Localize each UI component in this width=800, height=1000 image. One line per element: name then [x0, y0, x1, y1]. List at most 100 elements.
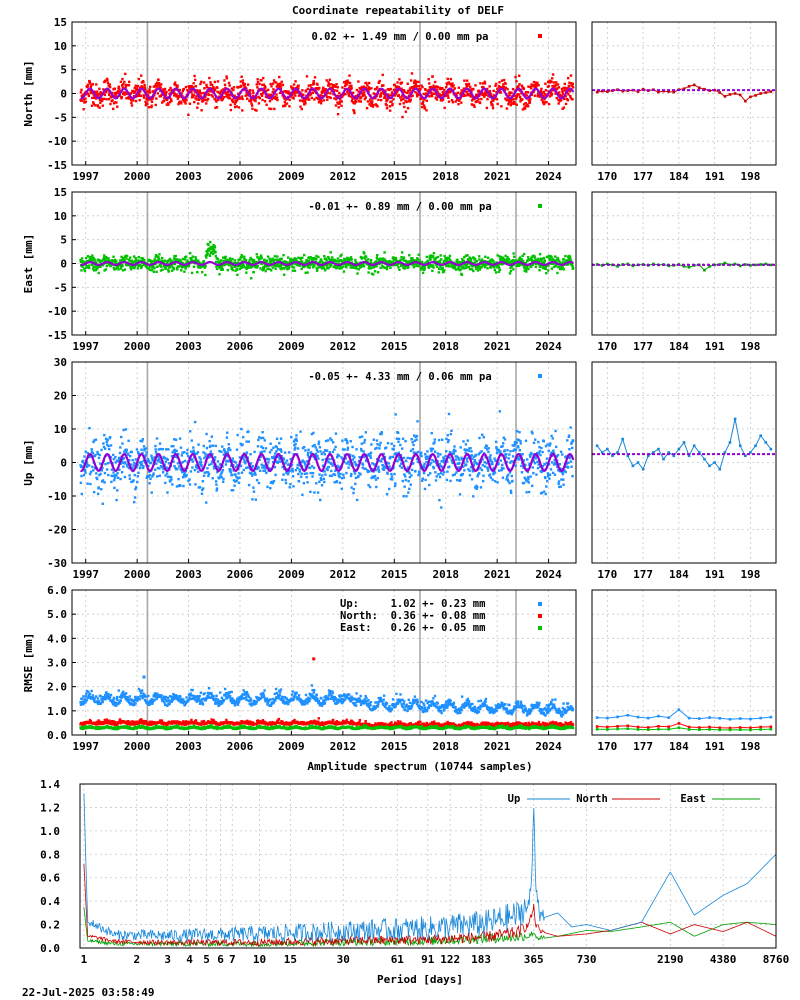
data-point: [556, 258, 560, 261]
data-point: [192, 94, 196, 97]
data-point: [516, 438, 519, 441]
data-point: [571, 98, 574, 101]
data-point: [423, 267, 426, 270]
data-point: [176, 84, 179, 87]
data-point: [556, 271, 559, 275]
data-point: [522, 252, 526, 256]
data-point: [218, 92, 222, 95]
data-point: [442, 456, 445, 459]
data-point: [157, 256, 160, 259]
data-point: [392, 448, 396, 451]
zoom-x-tick-label: 177: [633, 170, 653, 183]
data-point: [313, 443, 316, 447]
data-point: [449, 258, 452, 262]
data-point: [439, 95, 442, 98]
data-point: [315, 448, 319, 451]
data-point: [423, 106, 427, 109]
data-point: [303, 100, 307, 103]
data-point: [257, 257, 261, 261]
data-point: [503, 88, 506, 91]
data-point: [537, 463, 540, 466]
data-point: [489, 100, 493, 104]
data-point: [432, 465, 435, 469]
data-point: [134, 458, 137, 461]
data-point: [438, 463, 441, 466]
data-point: [507, 100, 511, 104]
data-point: [460, 101, 463, 104]
data-point: [402, 97, 405, 101]
data-point: [324, 257, 327, 260]
data-point: [378, 444, 381, 447]
data-point: [185, 452, 189, 455]
data-point: [443, 88, 446, 92]
data-point: [367, 452, 371, 456]
data-point: [165, 448, 168, 451]
data-point: [418, 259, 421, 262]
data-point: [284, 478, 287, 482]
data-point: [428, 256, 431, 259]
y-tick-label: -5: [54, 111, 67, 124]
data-point: [349, 454, 352, 457]
data-point: [545, 457, 549, 460]
data-point: [561, 261, 564, 264]
data-point: [547, 84, 550, 88]
data-points: [79, 410, 575, 509]
data-point: [446, 440, 450, 444]
data-point: [306, 460, 309, 463]
data-point: [435, 475, 438, 478]
data-point: [290, 463, 294, 467]
zoom-point: [759, 263, 762, 266]
data-point: [345, 471, 348, 475]
data-point: [269, 95, 272, 98]
data-point: [424, 453, 427, 456]
data-point: [329, 462, 333, 465]
data-point: [359, 87, 362, 91]
data-point: [275, 93, 278, 96]
data-point: [106, 81, 110, 84]
x-tick-label: 2012: [330, 170, 357, 183]
data-point: [530, 265, 533, 269]
data-point: [193, 91, 197, 94]
data-point: [154, 444, 157, 448]
y-tick-label: -10: [47, 305, 67, 318]
data-point: [275, 445, 278, 449]
data-point: [465, 90, 468, 94]
data-point: [165, 90, 168, 94]
data-point: [394, 413, 397, 416]
data-point: [321, 474, 324, 477]
data-point: [181, 470, 184, 474]
data-point: [183, 100, 187, 104]
data-point: [504, 97, 507, 100]
data-point: [419, 96, 423, 100]
data-point: [468, 474, 472, 477]
data-point: [524, 90, 528, 94]
data-point: [141, 438, 144, 441]
data-point: [506, 449, 509, 452]
data-point: [561, 90, 564, 93]
data-point: [429, 257, 432, 261]
data-point: [538, 269, 541, 272]
data-point: [472, 104, 476, 107]
data-point: [386, 472, 389, 475]
data-point: [470, 454, 473, 457]
data-point: [242, 264, 246, 267]
data-point: [436, 88, 439, 91]
data-point: [121, 264, 124, 268]
data-point: [278, 457, 282, 460]
data-point: [238, 95, 241, 99]
data-point: [271, 257, 274, 260]
data-point: [154, 448, 157, 451]
data-point: [393, 83, 396, 87]
data-point: [542, 267, 545, 270]
data-point: [255, 253, 258, 256]
data-point: [252, 486, 255, 489]
data-point: [508, 262, 511, 265]
data-point: [437, 438, 441, 442]
data-point: [542, 440, 546, 443]
data-point: [160, 93, 163, 97]
data-point: [134, 84, 137, 87]
data-point: [456, 258, 459, 262]
data-point: [447, 81, 450, 84]
data-point: [414, 90, 417, 94]
data-point: [417, 470, 421, 473]
